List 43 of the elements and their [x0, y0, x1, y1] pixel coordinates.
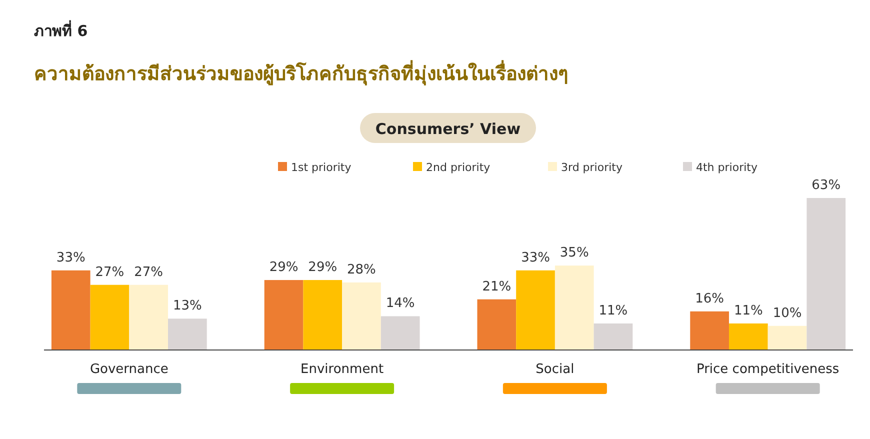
data-label: 16% [695, 291, 724, 306]
bar [303, 280, 342, 350]
bar [342, 282, 381, 350]
x-tick-label: Social [536, 362, 574, 377]
legend-label: 1st priority [291, 161, 352, 174]
data-label: 11% [734, 303, 763, 318]
data-label: 29% [269, 260, 298, 276]
text: ภาพที่ 6 [34, 20, 88, 40]
bar [51, 270, 90, 350]
bar [380, 316, 420, 350]
data-label: 33% [521, 250, 550, 266]
bar [477, 299, 516, 350]
data-label: 27% [134, 264, 164, 280]
data-label: 11% [598, 303, 628, 318]
bar [690, 311, 729, 350]
bar [168, 318, 207, 350]
chart-subtitle: Consumers’ View [375, 120, 521, 138]
legend-label: 2nd priority [426, 161, 491, 174]
data-label: 35% [560, 246, 589, 261]
data-label: 28% [347, 262, 376, 278]
bar [728, 323, 768, 350]
chart-title: ความต้องการมีส่วนร่วมของผู้บริโภคกับธุรกิจที่มุ่งเน้นในเรื่องต่างๆ [34, 60, 568, 86]
bar [768, 326, 807, 350]
bar [554, 266, 594, 350]
data-label: 21% [482, 279, 512, 294]
data-label: 14% [386, 296, 415, 312]
data-label: 27% [95, 264, 124, 280]
bar [129, 284, 168, 350]
x-tick-label: Price competitiveness [696, 362, 840, 377]
bar [806, 198, 846, 350]
data-label: 10% [772, 306, 802, 321]
data-label: 33% [56, 250, 86, 266]
bar [264, 280, 304, 350]
legend-label: 3rd priority [561, 161, 623, 174]
bar [516, 270, 555, 350]
bar [90, 284, 130, 350]
x-tick-label: Environment [300, 362, 384, 377]
x-tick-label: Governance [90, 362, 168, 377]
bar [594, 323, 633, 350]
legend-label: 4th priority [696, 161, 758, 174]
data-label: 29% [308, 260, 338, 276]
data-label: 13% [172, 298, 202, 314]
data-label: 63% [812, 178, 841, 193]
